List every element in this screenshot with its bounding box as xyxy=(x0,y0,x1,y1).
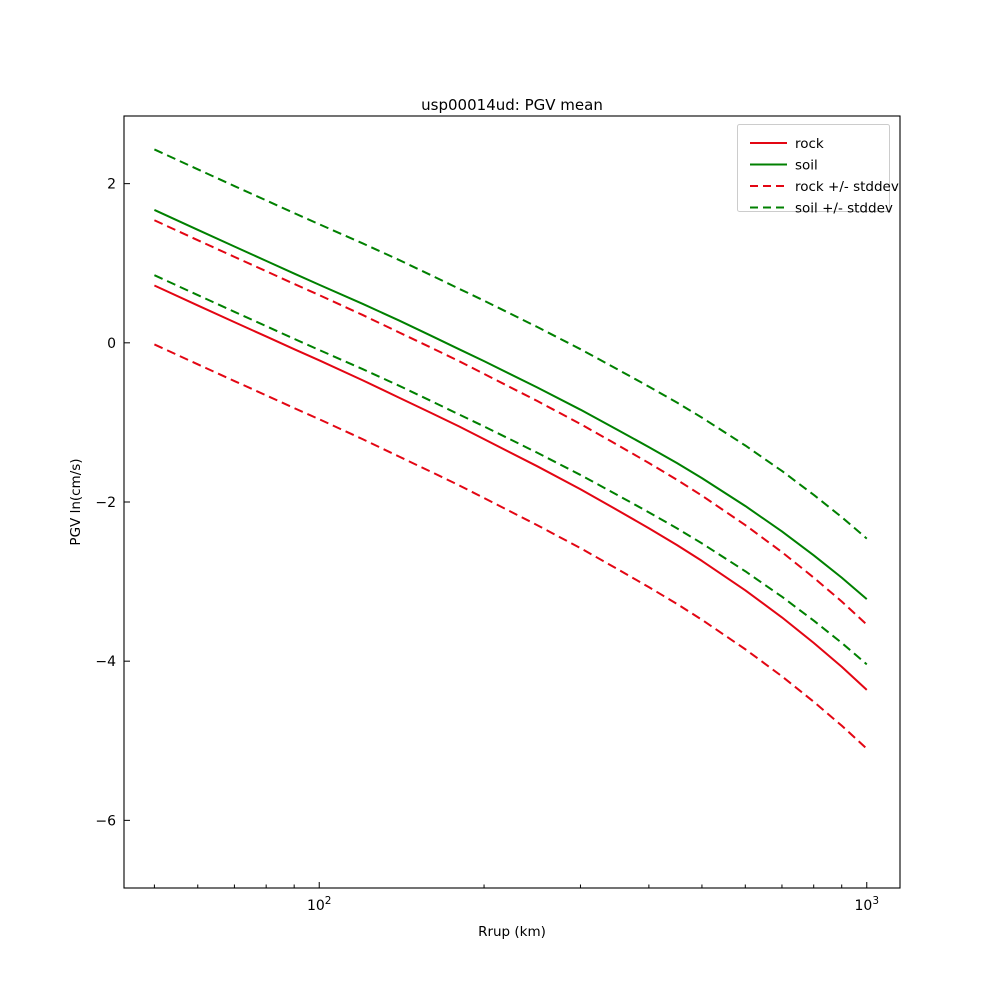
plot-area-background xyxy=(124,116,900,888)
x-tick-label: 102 xyxy=(307,895,332,914)
legend-items: rock soil rock +/- stddev soil +/- stddev xyxy=(750,136,899,217)
y-tick-label: 0 xyxy=(107,336,116,352)
legend-label-soil-stddev: soil +/- stddev xyxy=(795,201,893,217)
legend-label-soil: soil xyxy=(795,158,818,174)
x-axis-label: Rrup (km) xyxy=(478,924,546,940)
chart-legend[interactable]: rock soil rock +/- stddev soil +/- stddev xyxy=(737,124,899,217)
y-axis-label: PGV ln(cm/s) xyxy=(68,458,84,545)
legend-label-rock: rock xyxy=(795,136,824,152)
data-series-group xyxy=(153,148,868,750)
legend-label-rock-stddev: rock +/- stddev xyxy=(795,179,899,195)
series-line-rock-stddev-upper xyxy=(153,219,868,626)
series-line-rock xyxy=(153,284,868,691)
series-line-rock-stddev-lower xyxy=(153,343,868,750)
y-tick-label: −2 xyxy=(95,495,116,511)
y-tick-label: −4 xyxy=(95,654,116,670)
y-tick-label: −6 xyxy=(95,813,116,829)
legend-background xyxy=(737,124,890,212)
series-line-soil-stddev-upper xyxy=(153,148,868,540)
x-tick-label: 103 xyxy=(855,895,880,914)
series-line-soil-stddev-lower xyxy=(153,274,868,666)
y-tick-label: 2 xyxy=(107,177,116,193)
series-line-soil xyxy=(153,209,868,600)
chart-title: usp00014ud: PGV mean xyxy=(421,96,603,114)
y-axis-ticks: 2 0 −2 −4 −6 xyxy=(95,177,130,829)
